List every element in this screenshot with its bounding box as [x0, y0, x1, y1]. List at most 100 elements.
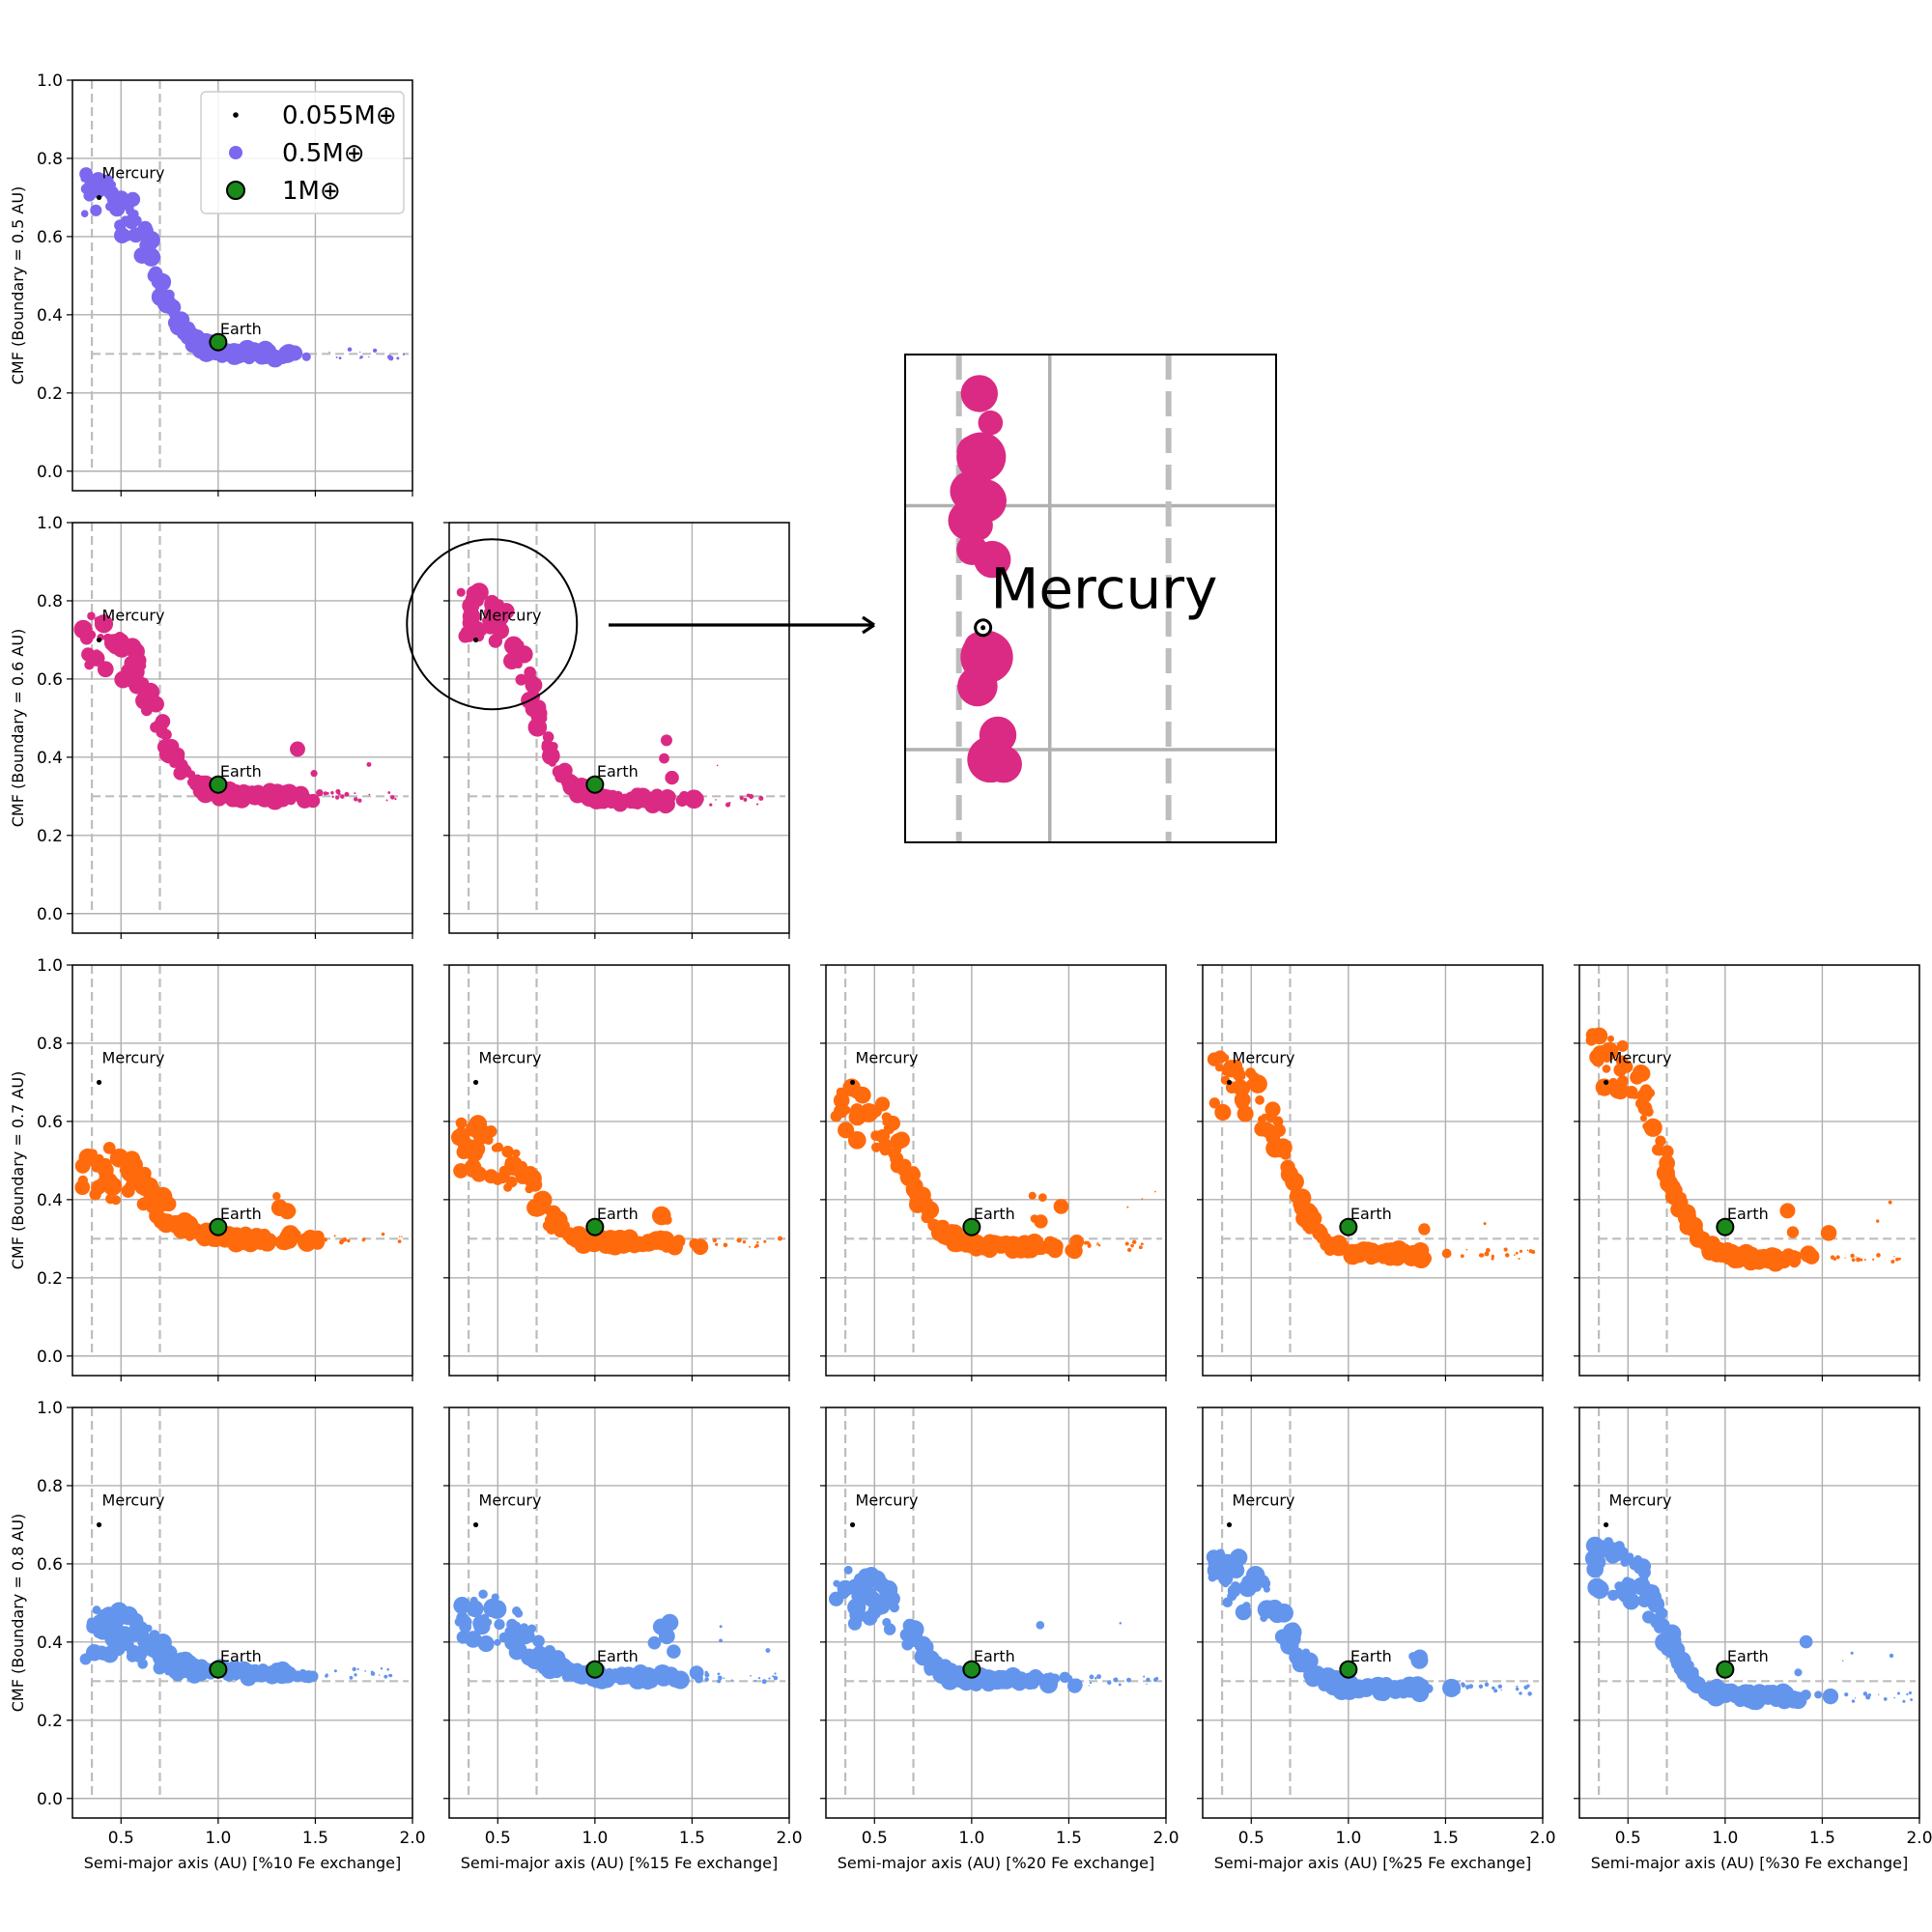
legend-label: 0.055M⊕ [282, 101, 397, 130]
data-point [1826, 1690, 1833, 1698]
plot-area: Earth Mercury [449, 1407, 789, 1818]
data-point [473, 1621, 487, 1634]
data-point [388, 1673, 393, 1678]
data-point [335, 355, 338, 358]
data-point [259, 1228, 270, 1239]
data-point [129, 1620, 144, 1634]
data-point [704, 1677, 709, 1682]
data-point [966, 1243, 977, 1254]
data-point [1131, 1239, 1137, 1244]
earth-label: Earth [1350, 1205, 1392, 1223]
x-tick-label: 2.0 [1152, 1829, 1179, 1848]
earth-label: Earth [220, 320, 262, 338]
data-point [328, 352, 330, 354]
data-point [91, 1161, 102, 1173]
data-point [1643, 1118, 1662, 1137]
y-axis-title: CMF (Boundary = 0.5 AU) [9, 186, 27, 385]
x-tick-label: 0.5 [108, 1829, 134, 1848]
data-point [1906, 1692, 1909, 1696]
column-labels: Semi-major axis (AU) [%10 Fe exchange] Se… [84, 1854, 1908, 1872]
data-point [654, 1212, 665, 1224]
row-labels: CMF (Boundary = 0.5 AU) CMF (Boundary = 0… [9, 186, 27, 1713]
data-point [1786, 1226, 1800, 1238]
data-point [717, 1676, 721, 1679]
data-point [115, 1626, 134, 1645]
data-point [94, 1153, 104, 1164]
axes-frame [448, 1406, 790, 1819]
data-point [992, 1678, 1001, 1687]
earth-marker [1339, 1660, 1358, 1679]
data-point [80, 210, 89, 217]
data-point [1590, 1027, 1608, 1045]
data-point [94, 616, 101, 624]
data-point [1626, 1552, 1634, 1560]
earth-marker [962, 1660, 981, 1679]
data-point [123, 201, 134, 212]
data-point [1895, 1257, 1899, 1262]
panel-r3-c0: Earth Mercury 0.5 1.0 1.5 2.0 0.0 0.2 0.4 0.6 0.8 1… [37, 1399, 426, 1848]
panel-r3-c2: Earth Mercury 0.5 1.0 1.5 2.0 [820, 1406, 1179, 1848]
data-point [1872, 1258, 1875, 1261]
data-point [1087, 1243, 1092, 1248]
y-tick-label: 0.8 [37, 1477, 63, 1496]
axes-frame [825, 1406, 1167, 1819]
data-point [1889, 1653, 1894, 1659]
data-point [402, 353, 405, 355]
data-point [749, 1245, 752, 1248]
y-tick-label: 0.0 [37, 1348, 63, 1367]
data-point [1088, 1685, 1090, 1687]
data-point [184, 331, 196, 343]
earth-label: Earth [220, 762, 262, 781]
data-point [370, 1670, 374, 1673]
data-point [323, 791, 327, 796]
data-point [1493, 1689, 1498, 1693]
data-point [1645, 1584, 1661, 1599]
panel-r2-c4: Earth Mercury [1574, 964, 1920, 1381]
data-point [1280, 1149, 1292, 1160]
data-point [920, 1196, 933, 1209]
data-point [286, 353, 295, 361]
data-point [1045, 1672, 1055, 1682]
data-point [1410, 1651, 1429, 1669]
legend-marker [229, 146, 242, 159]
data-point [1230, 1580, 1241, 1592]
axes-frame [1202, 964, 1544, 1377]
data-point [601, 793, 612, 805]
data-point [267, 1235, 277, 1245]
data-point [1304, 1669, 1322, 1688]
data-point [512, 1634, 524, 1646]
data-point [1253, 1085, 1262, 1094]
data-point [301, 1229, 319, 1247]
data-point [514, 660, 523, 669]
data-point [1140, 1242, 1144, 1246]
data-point [1639, 1114, 1648, 1122]
data-point [251, 784, 266, 799]
y-tick-label: 0.4 [37, 1191, 63, 1210]
data-point [339, 1239, 345, 1244]
legend-frame [200, 91, 405, 214]
data-point [715, 1242, 719, 1246]
data-point [1519, 1691, 1522, 1695]
data-point [1616, 1075, 1629, 1087]
x-axis-title: Semi-major axis (AU) [%25 Fe exchange] [1214, 1854, 1531, 1872]
data-point [516, 640, 525, 649]
axes-frame [71, 1406, 413, 1819]
data-point [628, 1237, 643, 1253]
data-point [1238, 1578, 1258, 1598]
data-point [527, 1184, 535, 1192]
data-point [536, 1659, 553, 1675]
data-point [1662, 1159, 1672, 1169]
x-axis-title: Semi-major axis (AU) [%20 Fe exchange] [838, 1854, 1154, 1872]
data-point [676, 795, 687, 806]
y-axis-title: CMF (Boundary = 0.8 AU) [9, 1514, 27, 1713]
panel-r2-c2: Earth Mercury [820, 964, 1167, 1381]
data-point [1587, 1577, 1606, 1598]
data-point [87, 611, 96, 620]
x-tick-label: 1.5 [1056, 1829, 1082, 1848]
y-tick-label: 1.0 [37, 71, 63, 91]
data-point [466, 1600, 484, 1618]
data-point [601, 1670, 612, 1681]
data-point [1678, 1204, 1696, 1222]
data-point [527, 1624, 537, 1634]
data-point [252, 1673, 262, 1683]
